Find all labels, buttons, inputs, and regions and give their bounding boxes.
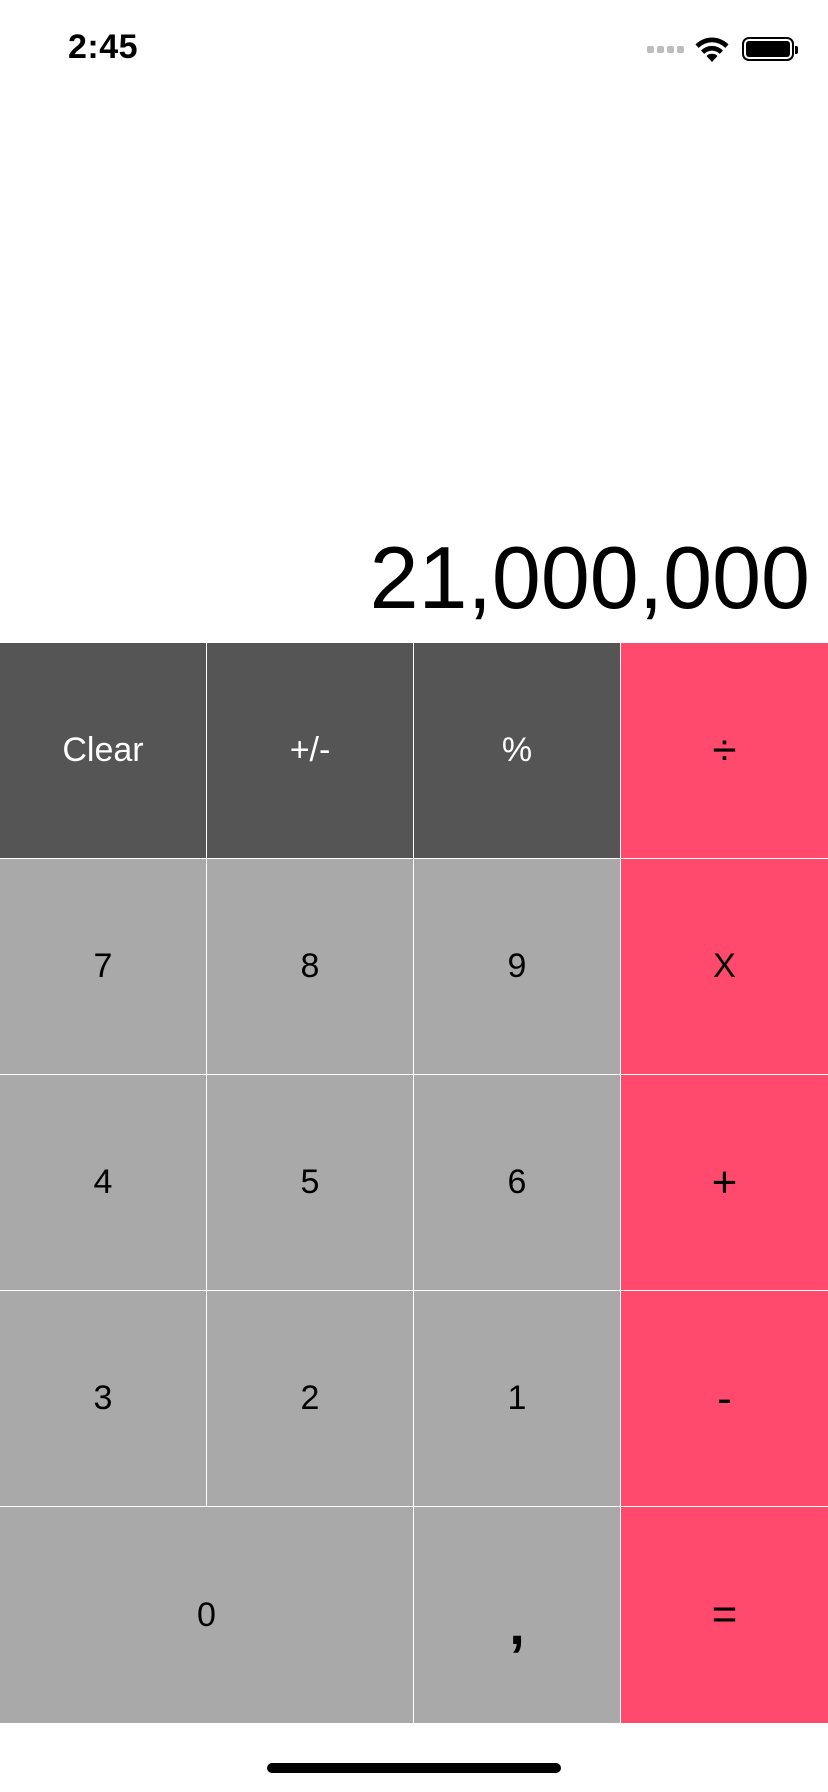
digit-8-button[interactable]: 8 (207, 859, 414, 1075)
digit-6-button[interactable]: 6 (414, 1075, 621, 1291)
signal-icon (647, 45, 684, 53)
equals-button[interactable]: = (621, 1507, 828, 1723)
multiply-button[interactable]: X (621, 859, 828, 1075)
digit-3-button[interactable]: 3 (0, 1291, 207, 1507)
digit-1-button[interactable]: 1 (414, 1291, 621, 1507)
home-indicator[interactable] (267, 1763, 561, 1773)
subtract-button[interactable]: - (621, 1291, 828, 1507)
digit-0-button[interactable]: 0 (0, 1507, 414, 1723)
percent-button[interactable]: % (414, 643, 621, 859)
divide-button[interactable]: ÷ (621, 643, 828, 859)
digit-2-button[interactable]: 2 (207, 1291, 414, 1507)
battery-icon (742, 37, 798, 61)
sign-toggle-button[interactable]: +/- (207, 643, 414, 859)
calculator-display: 21,000,000 (369, 528, 810, 627)
status-bar: 2:45 (0, 0, 828, 100)
add-button[interactable]: + (621, 1075, 828, 1291)
keypad: Clear +/- % ÷ 7 8 9 X 4 5 6 + 3 2 1 - 0 … (0, 643, 828, 1723)
digit-9-button[interactable]: 9 (414, 859, 621, 1075)
wifi-icon (695, 37, 729, 62)
status-icons (647, 34, 798, 64)
status-time: 2:45 (68, 28, 139, 66)
digit-4-button[interactable]: 4 (0, 1075, 207, 1291)
decimal-button[interactable]: , (414, 1507, 621, 1723)
digit-7-button[interactable]: 7 (0, 859, 207, 1075)
clear-button[interactable]: Clear (0, 643, 207, 859)
digit-5-button[interactable]: 5 (207, 1075, 414, 1291)
